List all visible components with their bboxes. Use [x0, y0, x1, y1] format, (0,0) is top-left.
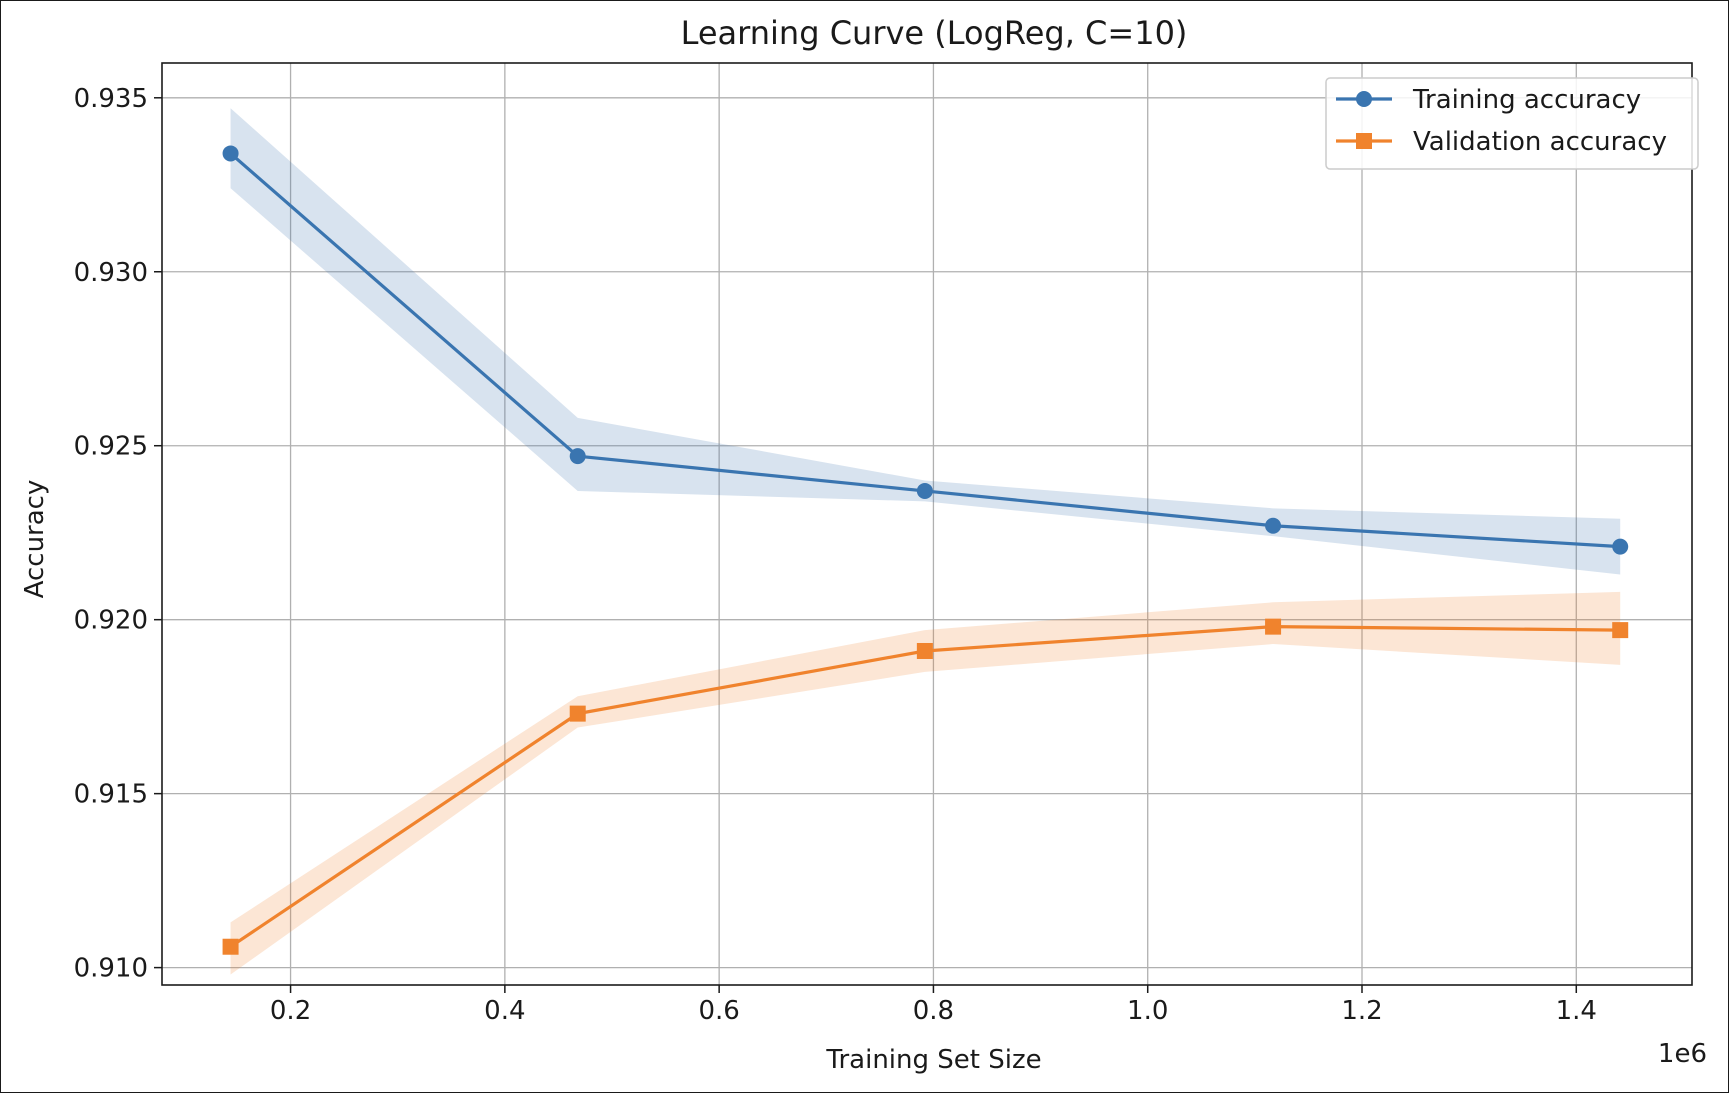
legend-marker-circle: [1356, 91, 1372, 107]
validation-accuracy-point: [916, 642, 933, 659]
y-tick-label: 0.915: [74, 780, 148, 810]
x-axis-label: Training Set Size: [825, 1045, 1041, 1075]
validation-accuracy-point: [1612, 622, 1629, 639]
x-tick-label: 0.4: [484, 996, 525, 1026]
training-accuracy-band: [230, 108, 1621, 575]
legend: Training accuracy Validation accuracy: [1325, 77, 1699, 170]
x-tick-label: 0.2: [270, 996, 311, 1026]
x-axis-offset-label: 1e6: [1658, 1039, 1707, 1069]
y-tick-label: 0.925: [74, 432, 148, 462]
legend-label-validation: Validation accuracy: [1413, 127, 1667, 157]
legend-label-training: Training accuracy: [1412, 85, 1641, 115]
training-accuracy-point: [1612, 538, 1629, 555]
training-accuracy-point: [222, 145, 239, 162]
validation-accuracy-point: [222, 938, 239, 955]
y-tick-label: 0.920: [74, 606, 148, 636]
validation-accuracy-point: [569, 705, 586, 722]
chart-title: Learning Curve (LogReg, C=10): [681, 14, 1188, 52]
training-accuracy-point: [1265, 517, 1282, 534]
std-bands: [230, 108, 1621, 975]
training-accuracy-point: [916, 482, 933, 499]
x-tick-label: 1.4: [1556, 996, 1597, 1026]
x-tick-label: 1.0: [1127, 996, 1168, 1026]
y-tick-label: 0.930: [74, 258, 148, 288]
series-markers: [222, 145, 1629, 955]
y-tick-label: 0.910: [74, 954, 148, 984]
x-tick-label: 0.6: [698, 996, 739, 1026]
legend-box: [1325, 77, 1699, 170]
legend-marker-square: [1356, 133, 1372, 149]
y-axis-label: Accuracy: [20, 480, 50, 599]
y-tick-label: 0.935: [74, 84, 148, 114]
validation-accuracy-point: [1265, 618, 1282, 635]
x-axis-ticks: 0.2 0.4 0.6 0.8 1.0 1.2 1.4: [270, 985, 1597, 1026]
training-accuracy-point: [569, 448, 586, 465]
x-tick-label: 0.8: [913, 996, 954, 1026]
y-axis-ticks: 0.910 0.915 0.920 0.925 0.930 0.935: [74, 84, 162, 984]
axes-frame: [161, 62, 1693, 986]
x-tick-label: 1.2: [1341, 996, 1382, 1026]
